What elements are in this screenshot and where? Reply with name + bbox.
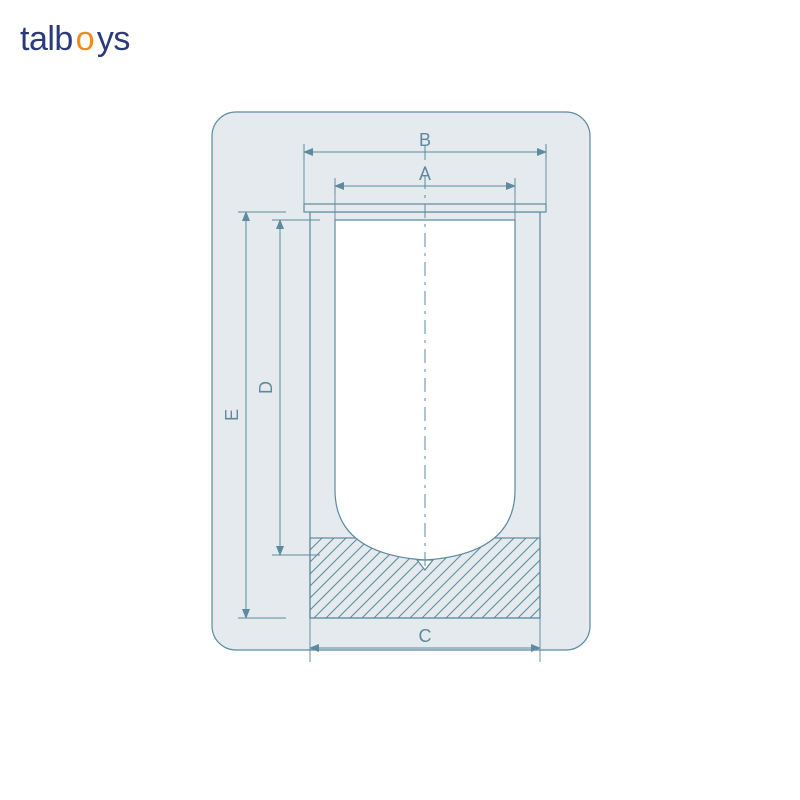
dim-label-d: D — [256, 381, 276, 394]
brand-logo: talboys — [20, 20, 130, 59]
technical-diagram: AB C D E — [0, 0, 800, 800]
dim-label-a: A — [419, 164, 431, 184]
dim-label-c: C — [419, 626, 432, 646]
logo-mid: o — [73, 20, 97, 59]
dim-label-e: E — [222, 409, 242, 421]
logo-suffix: ys — [97, 20, 130, 58]
logo-prefix: talb — [20, 20, 73, 58]
dim-label-b: B — [419, 130, 431, 150]
